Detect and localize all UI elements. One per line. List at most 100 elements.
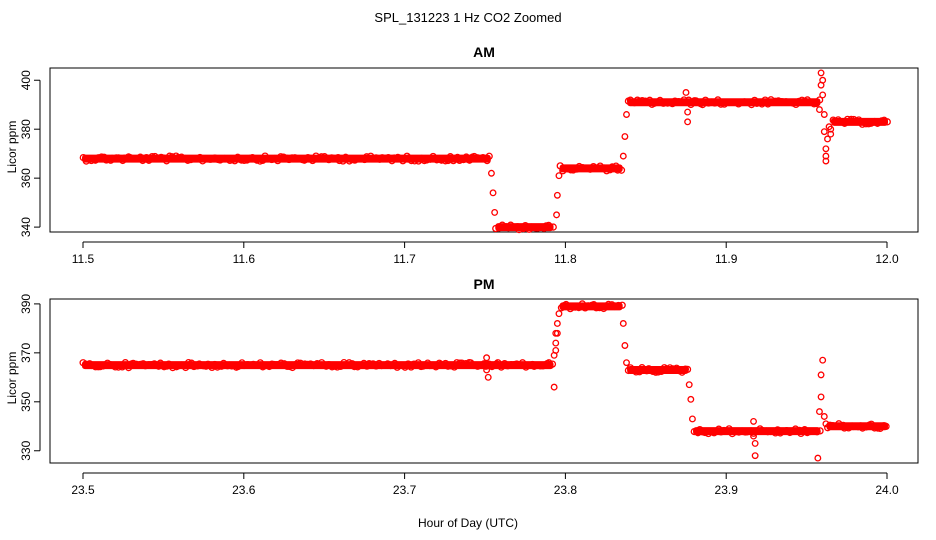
pm-data-point — [683, 365, 692, 374]
am-data-point — [192, 154, 201, 163]
pm-data-point — [333, 363, 341, 371]
pm-data-point — [341, 361, 349, 369]
pm-data-point — [849, 422, 858, 431]
am-data-point — [680, 96, 688, 104]
am-data-point — [240, 156, 248, 165]
pm-data-point — [743, 428, 751, 436]
pm-x-tick-label: 23.6 — [232, 483, 256, 497]
pm-data-point — [174, 362, 182, 370]
am-data-point — [129, 154, 138, 163]
am-data-point — [827, 125, 835, 133]
pm-data-point — [731, 428, 739, 436]
pm-y-tick-label: 330 — [19, 440, 33, 460]
pm-data-point — [611, 302, 619, 311]
pm-data-point — [882, 422, 890, 431]
am-data-point — [184, 156, 192, 164]
pm-data-point — [822, 420, 830, 428]
am-data-point — [820, 111, 828, 118]
pm-plot-panel: 23.5 23.6 23.7 23.8 23.9 24.0 330 350 370 390 — [19, 294, 919, 497]
pm-data-point — [110, 361, 118, 370]
am-y-tick-label: 340 — [19, 217, 33, 237]
pm-data-point — [114, 363, 123, 371]
pm-data-point — [345, 359, 353, 367]
am-data-point — [827, 130, 835, 138]
pm-data-point — [473, 362, 482, 370]
am-data-point — [403, 152, 411, 160]
pm-data-band — [79, 358, 557, 372]
am-data-point — [555, 172, 563, 180]
pm-data-point — [623, 359, 630, 367]
am-data-point — [87, 156, 95, 165]
am-data-point — [819, 91, 827, 99]
pm-data-point — [709, 428, 717, 436]
pm-data-point — [816, 408, 823, 416]
pm-data-point — [91, 363, 100, 371]
pm-data-point — [86, 360, 94, 368]
pm-data-point — [614, 301, 623, 310]
pm-data-point — [386, 361, 395, 370]
am-data-point — [621, 133, 629, 140]
am-plot-frame — [49, 67, 919, 233]
am-data-point — [335, 156, 344, 165]
pm-data-point — [820, 413, 828, 420]
am-data-point — [641, 97, 649, 105]
am-data-point — [293, 155, 302, 163]
pm-data-point — [688, 415, 696, 423]
am-data-point — [822, 152, 830, 160]
am-y-tick-label: 400 — [19, 70, 33, 90]
x-axis-label: Hour of Day (UTC) — [418, 516, 518, 530]
am-data-band — [829, 115, 891, 128]
pm-y-tick-label: 390 — [19, 294, 33, 314]
pm-data-band — [624, 364, 692, 376]
am-data-point — [767, 96, 775, 104]
pm-data-point — [553, 320, 561, 327]
pm-data-point — [483, 366, 491, 374]
am-data-point — [489, 189, 497, 197]
am-plot-panel: 11.5 11.6 11.7 11.8 11.9 12.0 340 360 380 400 — [19, 67, 919, 266]
pm-data-point — [710, 429, 718, 437]
am-data-point — [822, 145, 830, 153]
pm-data-point — [562, 300, 570, 309]
pm-data-band — [557, 300, 626, 313]
pm-data-point — [750, 417, 757, 425]
am-data-point — [654, 98, 663, 106]
am-data-point — [822, 157, 830, 165]
pm-data-point — [484, 373, 492, 381]
am-data-point — [837, 118, 845, 126]
pm-data-point — [294, 359, 302, 367]
pm-data-point — [791, 425, 800, 433]
am-data-point — [545, 221, 553, 230]
pm-data-point — [687, 395, 695, 403]
pm-data-point — [195, 360, 203, 368]
am-data-point — [623, 111, 630, 118]
am-data-point — [569, 166, 577, 174]
pm-x-tick-label: 23.9 — [715, 483, 739, 497]
pm-data-point — [619, 320, 627, 327]
pm-data-point — [604, 300, 613, 309]
am-data-point — [855, 116, 863, 124]
am-data-point — [619, 152, 627, 160]
am-x-tick-label: 12.0 — [875, 252, 899, 266]
am-data-point — [596, 162, 604, 170]
am-data-band — [624, 96, 824, 109]
pm-data-point — [365, 360, 373, 368]
am-data-point — [515, 225, 523, 234]
am-data-point — [682, 89, 690, 96]
am-data-point — [553, 211, 561, 219]
pm-data-point — [410, 360, 418, 368]
am-y-tick-label: 380 — [19, 119, 33, 139]
pm-data-point — [844, 424, 853, 432]
am-data-point — [589, 162, 598, 171]
pm-x-tick-label: 23.8 — [554, 483, 578, 497]
pm-x-tick-label: 23.5 — [71, 483, 95, 497]
am-data-point — [308, 156, 317, 165]
pm-data-band — [824, 420, 890, 433]
am-data-point — [617, 166, 626, 174]
pm-data-point — [462, 359, 470, 368]
pm-data-point — [213, 363, 222, 371]
am-data-band — [79, 152, 493, 165]
pm-data-point — [555, 310, 563, 318]
pm-data-point — [356, 361, 365, 369]
pm-data-point — [503, 362, 512, 370]
pm-data-point — [277, 359, 285, 367]
